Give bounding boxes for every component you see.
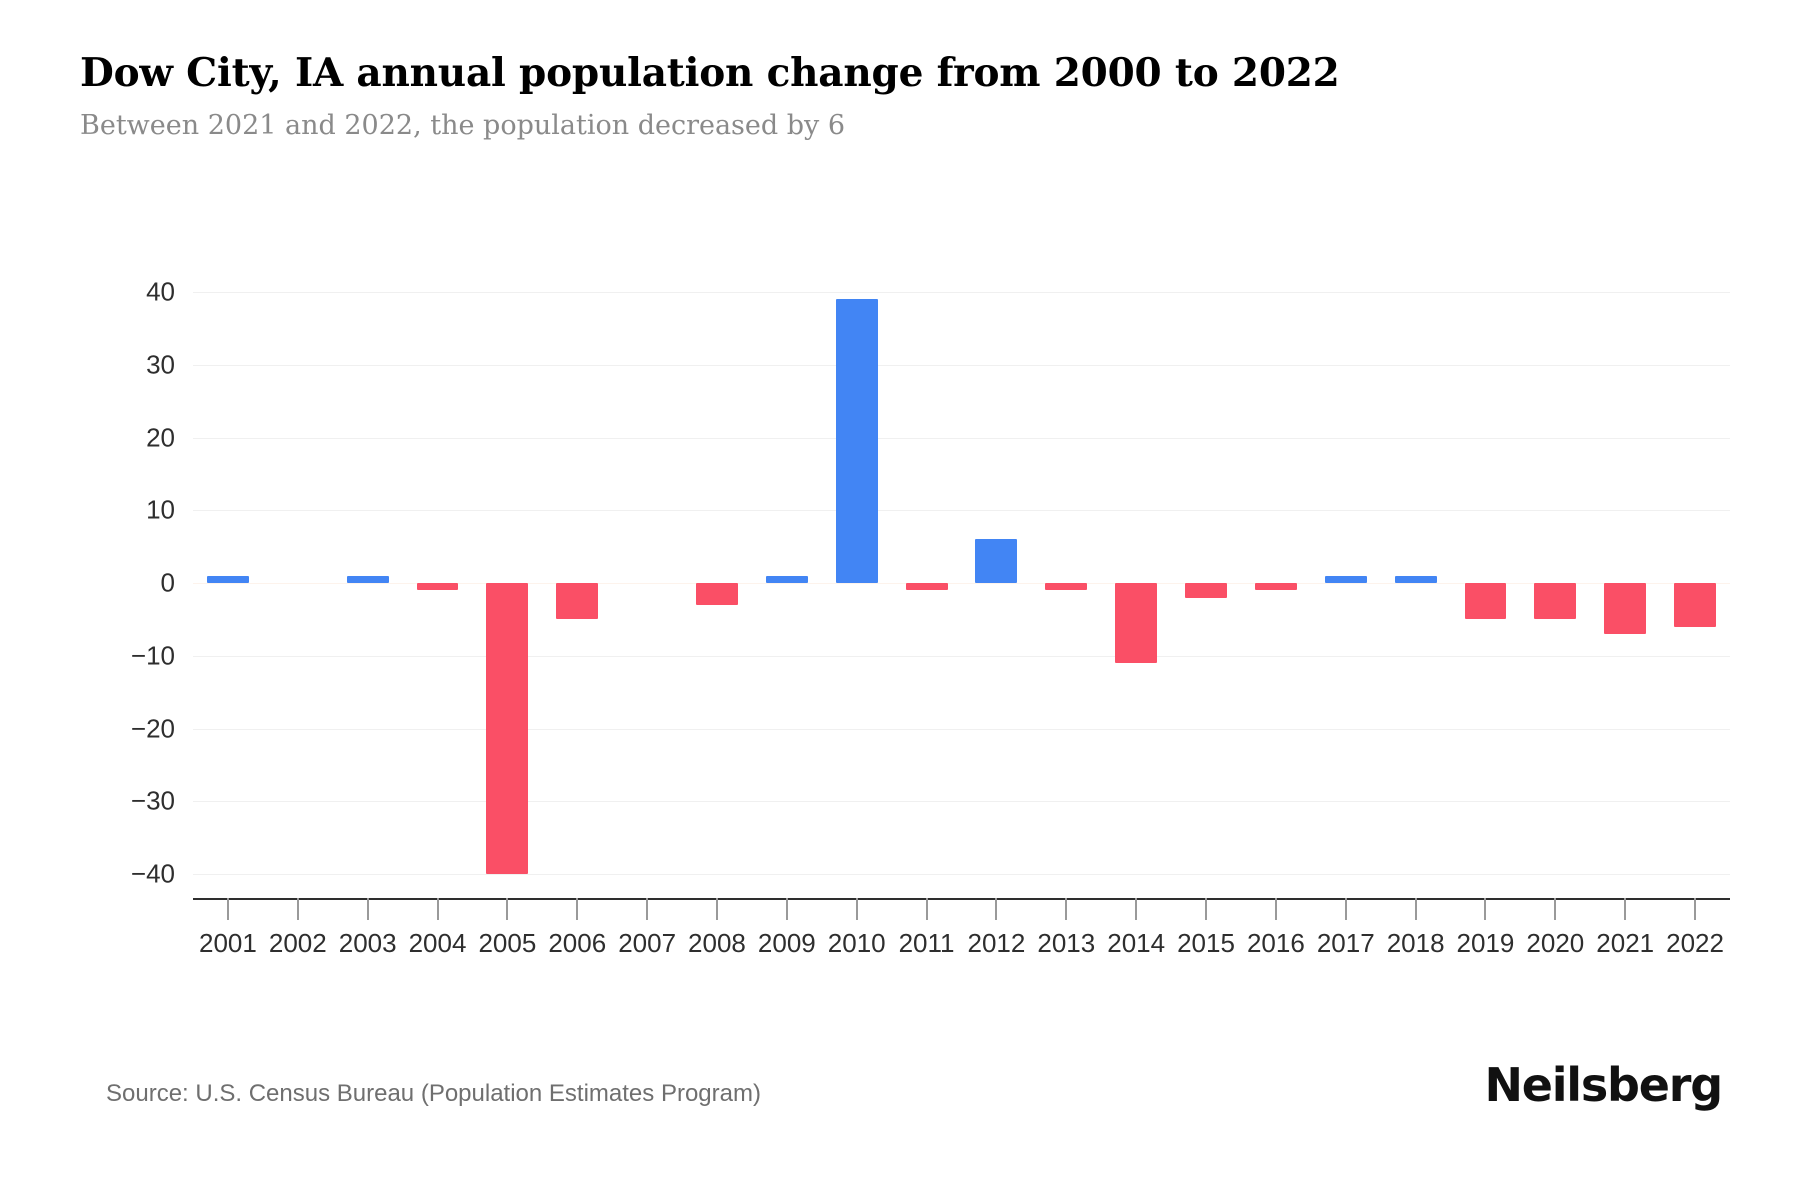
x-axis-tick-label: 2020 [1526,928,1585,958]
gridline-10 [193,510,1730,512]
x-axis-tick [1624,898,1627,920]
x-axis-tick [1065,898,1068,920]
bar-2017[interactable] [1324,575,1367,583]
x-axis-tick-label: 2018 [1386,928,1445,958]
x-axis-tick-label: 2006 [548,928,607,958]
y-axis-tick-label: 30 [146,349,175,380]
y-axis-tick-label: 10 [146,494,175,525]
bar-2005[interactable] [486,583,529,874]
x-axis-tick-label: 2011 [898,928,955,958]
x-axis-tick [576,898,579,920]
bar-2003[interactable] [346,575,389,583]
x-axis-tick [1694,898,1697,920]
x-axis-ticks [193,898,1730,924]
bar-2015[interactable] [1185,583,1227,598]
bar-2008[interactable] [696,583,738,605]
x-axis-tick [1484,898,1487,920]
bar-2001[interactable] [206,575,249,583]
x-axis-tick [226,898,229,920]
bar-2010[interactable] [835,299,878,583]
bar-2009[interactable] [765,575,808,583]
bar-2018[interactable] [1394,575,1437,583]
y-axis-tick-label: −40 [130,858,175,889]
x-axis-tick [1274,898,1277,920]
bar-2004[interactable] [416,583,459,591]
x-axis-tick-label: 2002 [268,928,327,958]
x-axis-tick-label: 2004 [408,928,467,958]
x-axis-labels: 2001 2002 2003 2004 2005 2006 2007 2008 2009 2010… [193,928,1730,968]
x-axis-tick [646,898,649,920]
bar-2006[interactable] [556,583,599,620]
gridline-0 [193,583,1730,584]
x-axis-tick [436,898,439,920]
gridline--20 [193,728,1730,730]
gridline-20 [193,437,1730,439]
x-axis-tick-label: 2022 [1666,928,1724,958]
bar-2012[interactable] [975,539,1018,583]
gridline--40 [193,874,1730,875]
page-title: Dow City, IA annual population change fr… [80,50,1340,96]
x-axis-tick [1205,898,1208,920]
bar-2020[interactable] [1534,583,1577,620]
bar-2014[interactable] [1115,583,1158,664]
x-axis-tick-label: 2019 [1456,928,1515,958]
gridline-40 [193,292,1730,293]
gridline-30 [193,364,1730,366]
y-axis-labels: 40 30 20 10 0 −10 −20 −30 −40 [95,277,175,889]
gridline--10 [193,655,1730,657]
chart-header: Dow City, IA annual population change fr… [80,50,1720,141]
chart-subtitle: Between 2021 and 2022, the population de… [80,109,846,141]
x-axis-tick-label: 2005 [478,928,537,958]
x-axis-tick-label: 2007 [618,928,677,958]
source-note: Source: U.S. Census Bureau (Population E… [106,1080,761,1107]
bar-2019[interactable] [1464,583,1507,620]
y-axis-tick-label: 40 [146,276,175,307]
x-axis-tick-label: 2010 [827,928,886,958]
x-axis-tick-label: 2016 [1246,928,1305,958]
y-axis-tick-label: 0 [160,567,175,598]
x-axis-tick [296,898,299,920]
bar-2022[interactable] [1674,583,1716,627]
x-axis-tick-label: 2013 [1037,928,1096,958]
x-axis-tick-label: 2021 [1596,928,1655,958]
x-axis-line [193,898,1730,900]
x-axis-tick-label: 2017 [1316,928,1375,958]
y-axis-tick-label: −10 [130,640,175,671]
bar-2016[interactable] [1254,583,1297,591]
x-axis-tick-label: 2014 [1107,928,1166,958]
x-axis-tick [366,898,369,920]
y-axis-tick-label: −20 [130,713,175,743]
x-axis-tick-label: 2003 [338,928,397,958]
x-axis-tick [785,898,788,920]
x-axis-tick [1135,898,1138,920]
x-axis-tick-label: 2015 [1177,928,1235,958]
brand-logo: Neilsberg [1484,1058,1723,1112]
x-axis-tick [1344,898,1347,920]
x-axis-tick [506,898,509,920]
x-axis-tick-label: 2008 [688,928,746,958]
x-axis-tick [925,898,928,920]
x-axis-tick-label: 2009 [757,928,816,958]
gridline--30 [193,801,1730,803]
x-axis-tick [855,898,858,920]
y-axis-tick-label: 20 [146,422,175,452]
bar-series [193,292,1730,874]
bar-2011[interactable] [905,583,948,591]
x-axis-tick [995,898,998,920]
x-axis-tick [715,898,718,920]
bar-2013[interactable] [1045,583,1088,591]
x-axis-tick-label: 2012 [967,928,1026,958]
gridlines [193,292,1730,875]
y-axis-tick-label: −30 [130,785,175,816]
x-axis-tick-label: 2001 [199,928,257,958]
x-axis-tick [1414,898,1417,920]
bar-2021[interactable] [1604,583,1647,634]
x-axis-tick [1554,898,1557,920]
